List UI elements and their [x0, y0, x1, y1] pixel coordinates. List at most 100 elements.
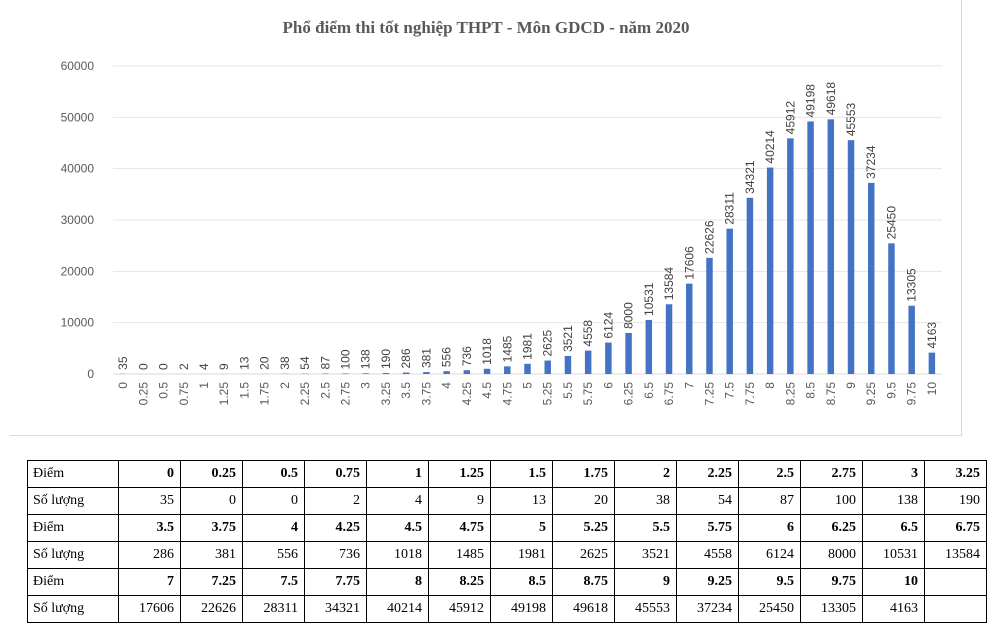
score-cell: 2.25 — [676, 460, 739, 488]
chart-area: Phổ điểm thi tốt nghiệp THPT - Môn GDCD … — [10, 0, 962, 436]
score-cell: 3.5 — [118, 514, 181, 542]
x-tick-label: 7.75 — [743, 382, 757, 406]
data-label: 45553 — [844, 102, 858, 136]
count-cell: 10531 — [862, 541, 925, 569]
x-tick-label: 4.25 — [460, 382, 474, 406]
x-tick-label: 5.5 — [561, 382, 575, 399]
score-cell: 0 — [118, 460, 181, 488]
score-cell: 9.25 — [676, 568, 739, 596]
count-cell: 736 — [304, 541, 367, 569]
count-cell: 54 — [676, 487, 739, 515]
count-cell: 28311 — [242, 595, 305, 623]
x-tick-label: 9.75 — [905, 382, 919, 406]
score-cell: 7 — [118, 568, 181, 596]
x-tick-label: 3.25 — [379, 382, 393, 406]
bar — [564, 355, 572, 374]
bar-chart: Phổ điểm thi tốt nghiệp THPT - Môn GDCD … — [61, 18, 942, 406]
data-label: 37234 — [864, 145, 878, 179]
x-tick-label: 8.25 — [783, 382, 797, 406]
bar — [847, 140, 855, 374]
score-cell: 7.25 — [180, 568, 243, 596]
count-cell — [924, 595, 987, 623]
x-tick-label: 3.75 — [419, 382, 433, 406]
count-cell: 1018 — [366, 541, 429, 569]
score-cell: 8.25 — [428, 568, 491, 596]
data-label: 45912 — [783, 101, 797, 135]
score-cell: 9.5 — [738, 568, 801, 596]
bar — [443, 371, 450, 374]
x-tick-label: 0 — [116, 382, 130, 389]
data-label: 2 — [177, 363, 191, 370]
score-row-label: Điểm — [27, 514, 119, 542]
score-cell: 4.75 — [428, 514, 491, 542]
bar — [524, 363, 531, 374]
x-tick-label: 1.5 — [237, 382, 251, 399]
data-label: 9 — [217, 363, 231, 370]
x-tick-label: 5.25 — [541, 382, 555, 406]
bar — [463, 370, 471, 374]
data-label: 8000 — [622, 302, 636, 329]
x-tick-label: 3.5 — [399, 382, 413, 399]
score-row: Điểm 0 0.25 0.5 0.75 1 1.25 1.5 1.75 2 2.25 2.5 2.75… — [27, 460, 987, 488]
x-tick-label: 7.25 — [702, 382, 716, 406]
data-label: 40214 — [763, 130, 777, 164]
count-row: Số lượng 35 0 0 2 4 9 13 20 38 54 87 100 138 190 — [27, 487, 987, 515]
score-cell: 5 — [490, 514, 553, 542]
score-cell: 1.5 — [490, 460, 553, 488]
count-row: Số lượng 17606 22626 28311 34321 40214 45912 49… — [27, 595, 987, 623]
x-tick-label: 9.5 — [884, 382, 898, 399]
bar — [362, 373, 369, 374]
score-cell: 5.75 — [676, 514, 739, 542]
y-tick-label: 30000 — [61, 213, 95, 227]
x-tick-label: 1.75 — [258, 382, 272, 406]
x-tick-label: 6.5 — [642, 382, 656, 399]
x-tick-label: 9 — [844, 382, 858, 389]
score-cell: 3.75 — [180, 514, 243, 542]
count-cell: 45553 — [614, 595, 677, 623]
x-tick-label: 7 — [682, 382, 696, 389]
bar — [544, 360, 551, 374]
data-label: 138 — [359, 349, 373, 369]
count-cell: 4558 — [676, 541, 739, 569]
score-cell: 5.25 — [552, 514, 615, 542]
count-cell: 100 — [800, 487, 863, 515]
data-label: 25450 — [884, 206, 898, 240]
score-cell: 3.25 — [924, 460, 987, 488]
data-label: 0 — [136, 363, 150, 370]
data-label: 13 — [237, 356, 251, 370]
count-cell: 25450 — [738, 595, 801, 623]
data-labels: 35 0 0 2 4 9 13 20 38 54 87 100 138 190 286 381 556 736 10… — [116, 82, 939, 370]
bar — [686, 283, 693, 374]
data-label: 1485 — [500, 335, 514, 362]
data-label: 1018 — [480, 338, 494, 365]
count-cell: 13584 — [924, 541, 987, 569]
count-cell: 2625 — [552, 541, 615, 569]
data-label: 4558 — [581, 320, 595, 347]
x-tick-label: 6.75 — [662, 382, 676, 406]
bar — [504, 366, 511, 374]
data-label: 22626 — [702, 220, 716, 254]
score-cell: 8 — [366, 568, 429, 596]
count-cell: 17606 — [118, 595, 181, 623]
count-cell: 556 — [242, 541, 305, 569]
bar — [382, 373, 390, 374]
x-tick-label: 8.75 — [824, 382, 838, 406]
bar — [706, 257, 713, 374]
score-cell: 7.5 — [242, 568, 305, 596]
data-label: 20 — [258, 356, 272, 370]
x-tick-label: 7.5 — [723, 382, 737, 399]
bar — [342, 373, 349, 374]
data-label: 13584 — [662, 267, 676, 301]
score-cell: 2 — [614, 460, 677, 488]
bar — [787, 138, 794, 374]
data-label: 100 — [339, 349, 353, 369]
count-cell: 13 — [490, 487, 553, 515]
y-tick-label: 60000 — [61, 59, 95, 73]
count-cell: 381 — [180, 541, 243, 569]
chart-title: Phổ điểm thi tốt nghiệp THPT - Môn GDCD … — [283, 18, 690, 37]
data-label: 6124 — [601, 312, 615, 339]
y-tick-label: 0 — [87, 367, 94, 381]
score-cell: 7.75 — [304, 568, 367, 596]
count-cell: 190 — [924, 487, 987, 515]
bar — [483, 368, 491, 374]
